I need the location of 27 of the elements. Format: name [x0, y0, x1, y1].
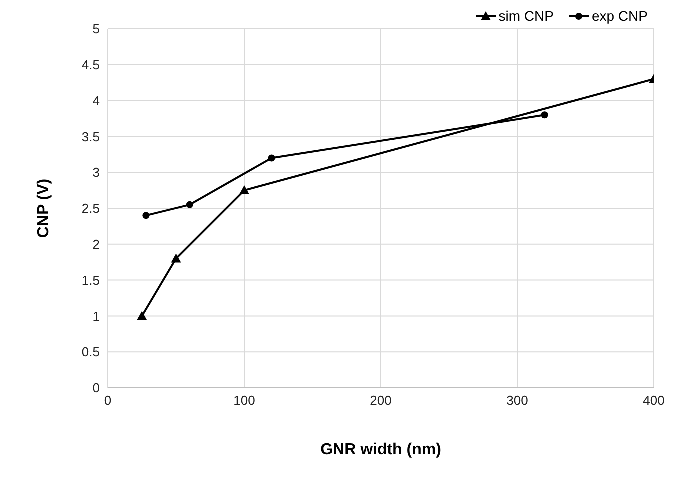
point	[137, 311, 148, 320]
y-tick-label: 2.5	[82, 201, 100, 216]
legend-label: sim CNP	[498, 8, 554, 24]
x-axis-title: GNR width (nm)	[320, 441, 442, 458]
legend-label: exp CNP	[590, 8, 648, 24]
x-tick-label: 400	[643, 393, 665, 408]
x-tick-label: 200	[370, 393, 392, 408]
x-tick-label: 100	[234, 393, 256, 408]
point	[240, 186, 250, 195]
y-tick-label: 5	[92, 22, 100, 37]
y-tick-label: 0	[92, 380, 100, 396]
y-tick-label: 4	[92, 93, 100, 108]
point	[268, 154, 276, 162]
y-tick-label: 1	[92, 308, 100, 324]
y-tick-label: 1.5	[82, 272, 100, 288]
point	[186, 201, 194, 208]
y-tick-label: 3	[92, 165, 100, 180]
y-tick-label: 3.5	[82, 129, 100, 144]
y-tick-label: 0.5	[82, 344, 100, 360]
x-tick-label: 300	[506, 393, 528, 408]
point	[171, 254, 182, 263]
point	[142, 212, 150, 220]
y-tick-label: 4.5	[82, 58, 100, 73]
x-tick-label: 0	[104, 393, 112, 408]
y-tick-label: 2	[92, 237, 100, 252]
point	[541, 112, 548, 119]
y-axis-title: CNP (V)	[36, 178, 53, 238]
